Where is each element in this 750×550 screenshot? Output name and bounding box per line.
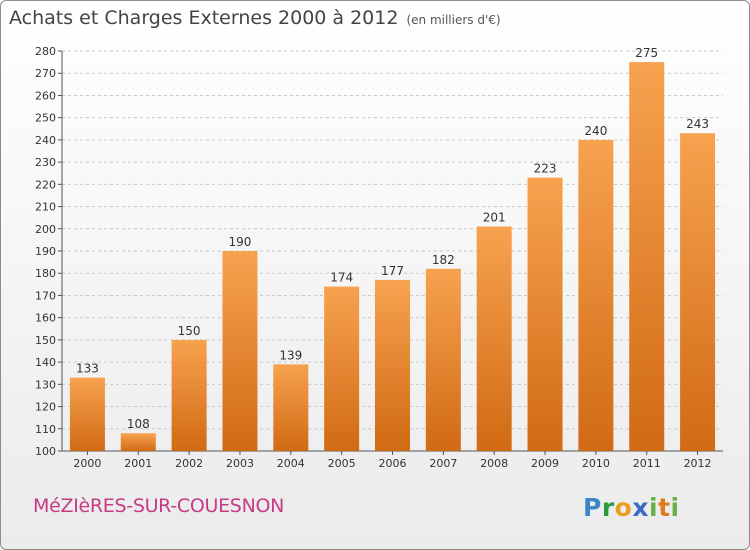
x-tick-label-2012: 2012 [684, 457, 712, 470]
bar-2006 [375, 279, 410, 451]
y-tick-label: 130 [35, 378, 56, 391]
x-tick-label-2008: 2008 [480, 457, 508, 470]
value-label-2012: 243 [686, 117, 709, 131]
value-label-2008: 201 [483, 211, 506, 225]
proxiti-logo: Proxiti [583, 493, 680, 522]
y-tick-label: 220 [35, 178, 56, 191]
x-tick-label-2009: 2009 [531, 457, 559, 470]
bar-2011 [629, 62, 665, 451]
x-tick-label-2004: 2004 [277, 457, 305, 470]
x-tick-label-2003: 2003 [226, 457, 254, 470]
title-text: Achats et Charges Externes 2000 à 2012 [9, 7, 399, 29]
x-tick-label-2010: 2010 [582, 457, 610, 470]
x-tick-label-2007: 2007 [429, 457, 457, 470]
value-label-2010: 240 [584, 124, 607, 138]
x-tick-label-2002: 2002 [175, 457, 203, 470]
value-label-2002: 150 [178, 324, 201, 338]
bar-2004 [273, 364, 309, 451]
y-tick-label: 190 [35, 245, 56, 258]
value-label-2004: 139 [279, 348, 302, 362]
bar-2003 [222, 251, 258, 451]
logo-letter-x: x [632, 493, 649, 522]
x-tick-label-2000: 2000 [73, 457, 101, 470]
bar-2002 [171, 339, 207, 451]
y-tick-label: 250 [35, 112, 56, 125]
y-tick-label: 240 [35, 134, 56, 147]
logo-letter-r: r [602, 493, 615, 522]
bar-2009 [527, 177, 563, 451]
unit-note: (en milliers d'€) [406, 13, 501, 27]
value-label-2009: 223 [534, 162, 557, 176]
x-tick-label-2011: 2011 [633, 457, 661, 470]
logo-letter-p: P [583, 493, 602, 522]
bar-2007 [425, 268, 461, 451]
bar-2005 [324, 286, 360, 451]
value-label-2007: 182 [432, 253, 455, 267]
y-tick-label: 160 [35, 312, 56, 325]
x-tick-label-2001: 2001 [124, 457, 152, 470]
value-label-2003: 190 [229, 235, 252, 249]
value-label-2011: 275 [635, 46, 658, 60]
bar-2008 [476, 226, 512, 451]
logo-letter-i: i [649, 493, 658, 522]
y-tick-label: 270 [35, 67, 56, 80]
y-tick-label: 260 [35, 89, 56, 102]
y-tick-label: 120 [35, 401, 56, 414]
y-tick-label: 100 [35, 445, 56, 458]
x-tick-label-2005: 2005 [328, 457, 356, 470]
y-tick-label: 180 [35, 267, 56, 280]
logo-letter-t: t [658, 493, 670, 522]
logo-letter-i2: i [671, 493, 680, 522]
bar-2010 [578, 139, 614, 451]
y-tick-label: 230 [35, 156, 56, 169]
bar-2000 [69, 377, 105, 451]
y-tick-label: 210 [35, 201, 56, 214]
svg-text:Proxiti: Proxiti [583, 493, 680, 522]
y-tick-label: 170 [35, 289, 56, 302]
y-tick-label: 150 [35, 334, 56, 347]
chart-title: Achats et Charges Externes 2000 à 2012 (e… [9, 7, 501, 29]
y-tick-label: 280 [35, 45, 56, 58]
bar-2001 [120, 433, 156, 451]
y-tick-label: 110 [35, 423, 56, 436]
value-label-2000: 133 [76, 362, 99, 376]
bar-2012 [680, 133, 716, 451]
x-tick-label-2006: 2006 [379, 457, 407, 470]
value-label-2006: 177 [381, 264, 404, 278]
commune-name: MéZIèRES-SUR-COUESNON [33, 495, 285, 517]
value-label-2005: 174 [330, 271, 353, 285]
logo-letter-o: o [615, 493, 633, 522]
y-tick-label: 140 [35, 356, 56, 369]
y-tick-label: 200 [35, 223, 56, 236]
value-label-2001: 108 [127, 417, 150, 431]
